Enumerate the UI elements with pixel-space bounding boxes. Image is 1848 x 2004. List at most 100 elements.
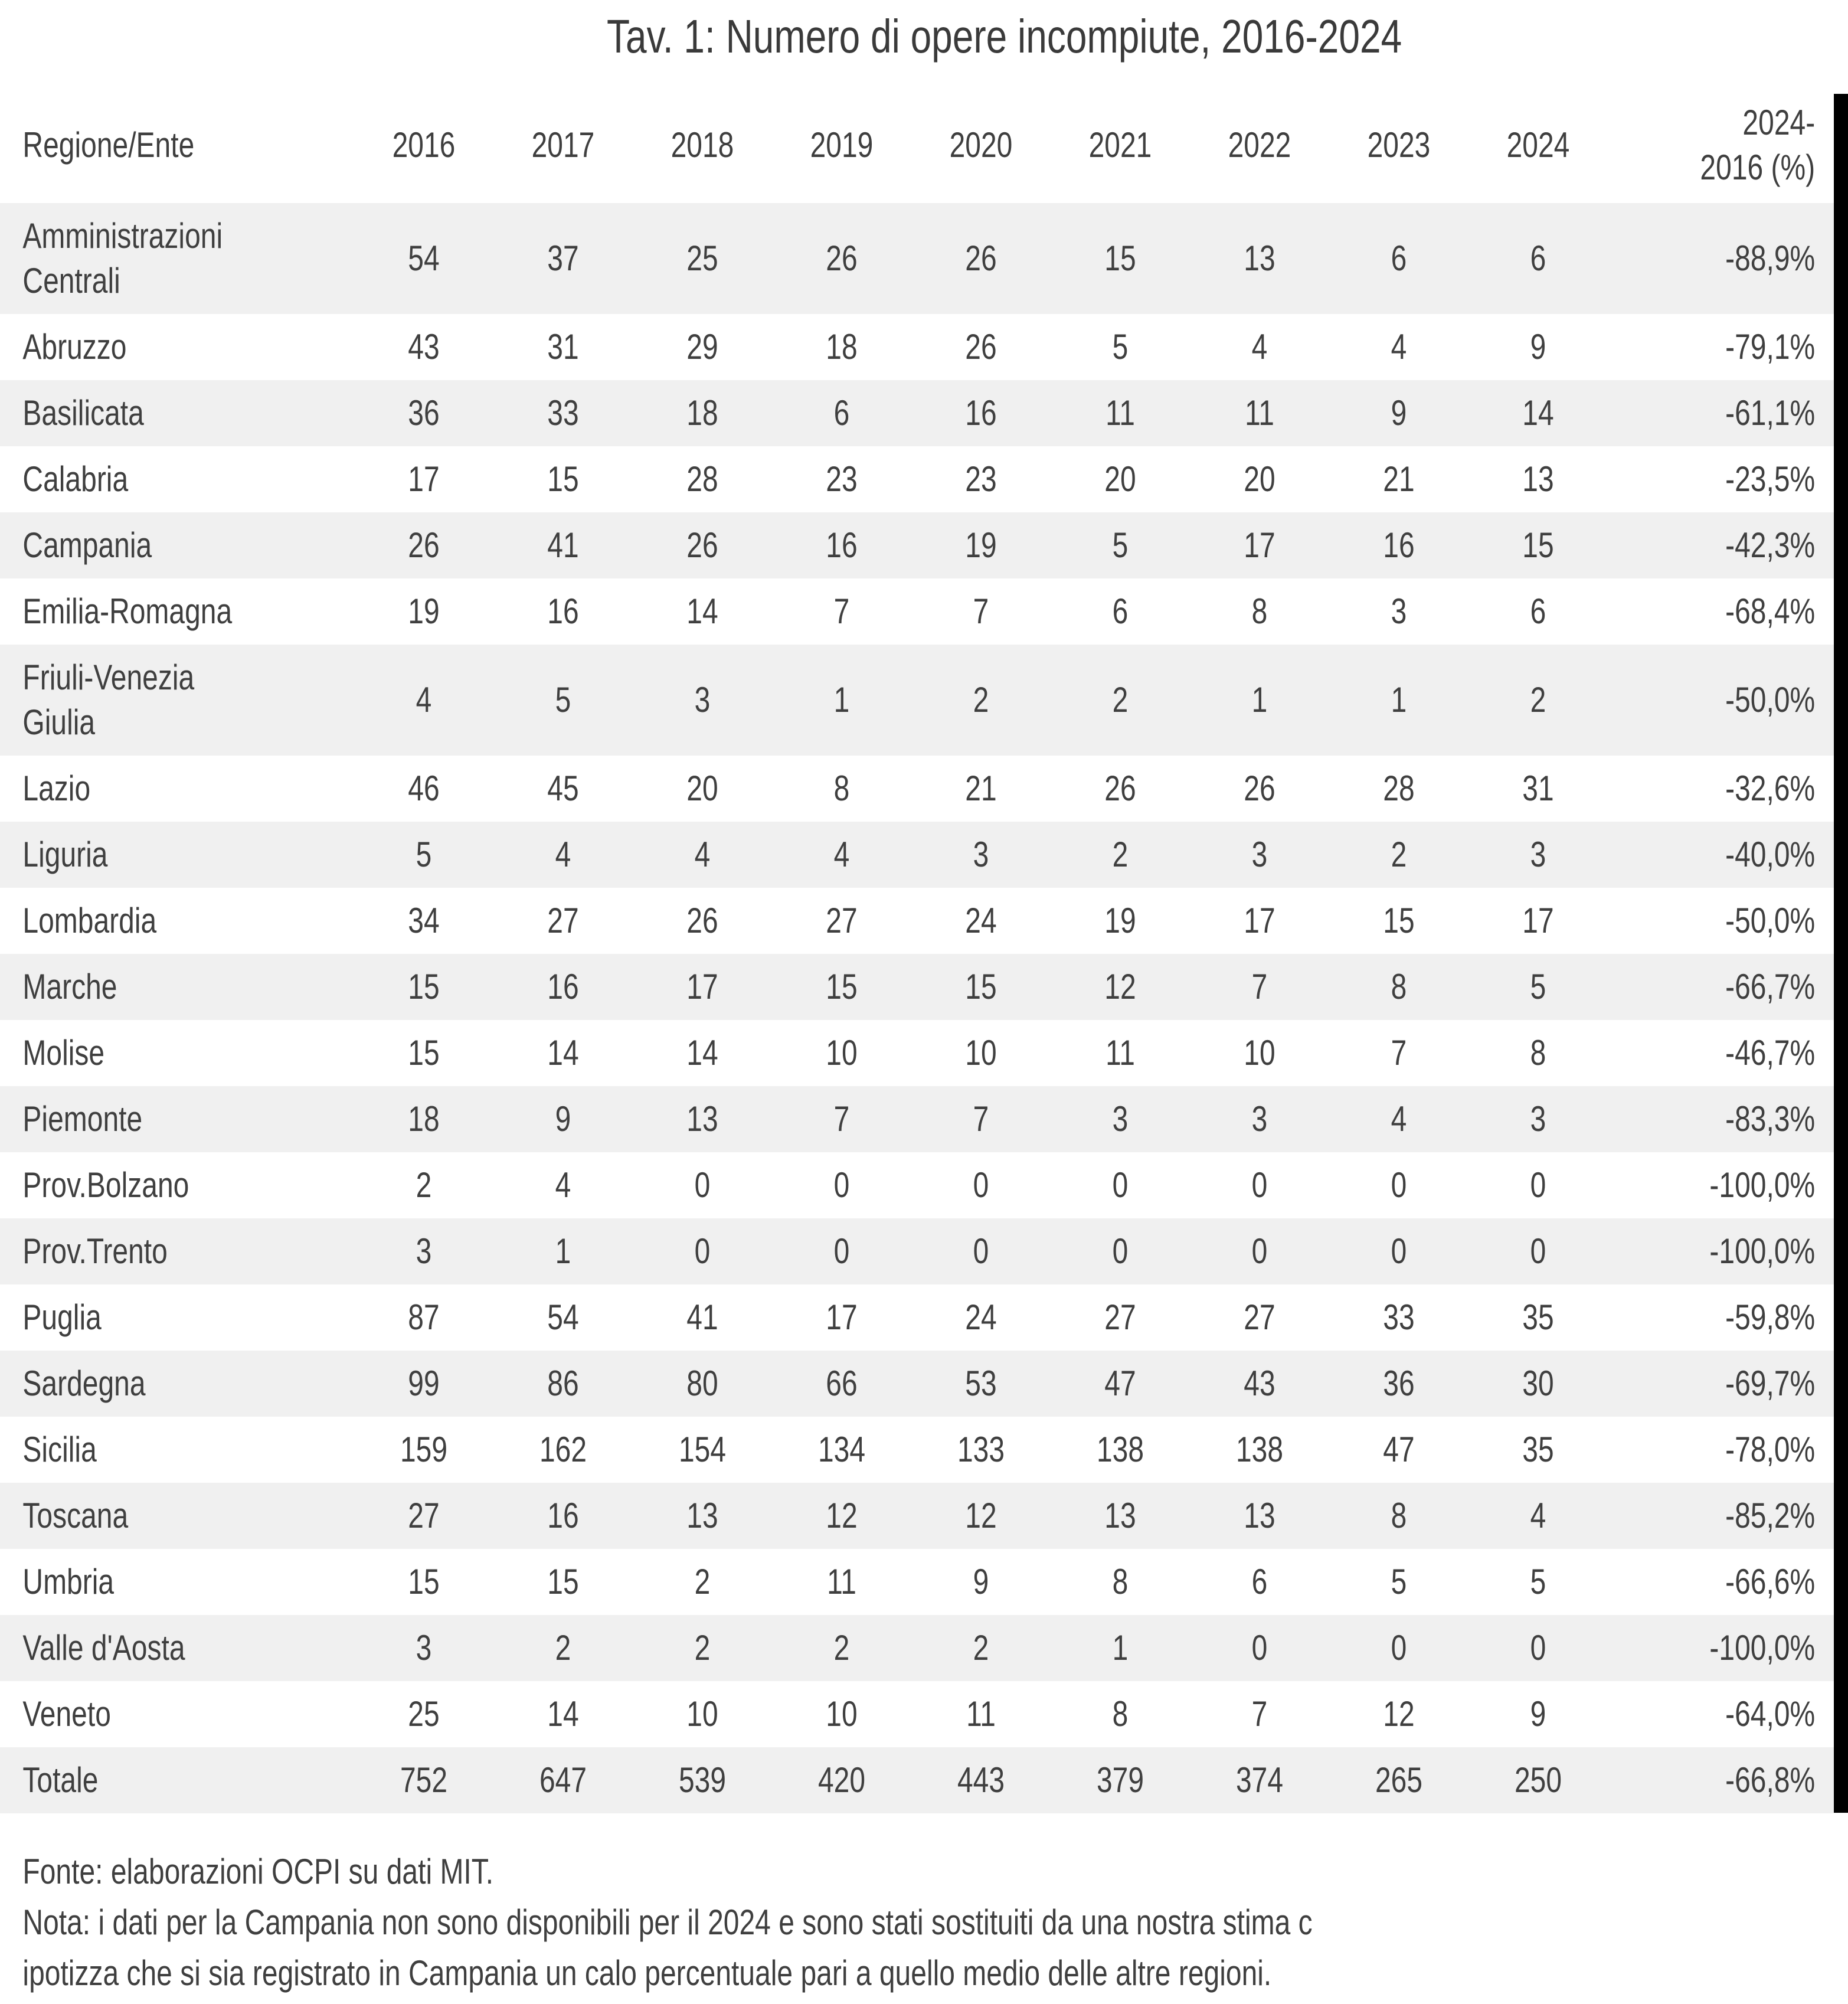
year-value: 7	[1251, 1694, 1268, 1734]
region-name: Veneto	[22, 1694, 111, 1734]
year-value: 539	[678, 1760, 727, 1800]
year-value: 26	[1104, 769, 1136, 808]
year-value: 0	[1251, 1628, 1268, 1668]
delta-value: -50,0%	[1725, 680, 1816, 720]
table-row: Lazio 46 45 20 8 21 26 26 28 31 -32,6%	[0, 756, 1848, 822]
year-value: 11	[1105, 393, 1135, 433]
header-year-2023: 2023	[1367, 125, 1431, 165]
year-value: 0	[1112, 1165, 1129, 1205]
region-name: Campania	[22, 525, 152, 565]
year-value: 4	[1391, 1099, 1407, 1139]
header-row: Regione/Ente 2016 2017 2018 2019 2020 20…	[0, 87, 1848, 203]
header-region: Regione/Ente	[22, 125, 195, 165]
right-edge-black-bar	[1834, 94, 1848, 1813]
year-value: 1	[1112, 1628, 1129, 1668]
year-value: 46	[408, 769, 440, 808]
year-value: 26	[686, 525, 718, 565]
year-value: 7	[833, 591, 850, 631]
region-name: Basilicata	[22, 393, 144, 433]
year-value: 11	[827, 1562, 856, 1601]
year-value: 9	[1530, 1694, 1546, 1734]
year-value: 2	[416, 1165, 432, 1205]
header-year-2016: 2016	[392, 125, 456, 165]
year-value: 33	[547, 393, 579, 433]
year-value: 14	[547, 1033, 579, 1073]
year-value: 43	[1244, 1364, 1275, 1403]
year-value: 24	[965, 901, 997, 940]
year-value: 21	[1383, 459, 1415, 499]
year-value: 8	[1391, 1496, 1407, 1535]
year-value: 647	[539, 1760, 587, 1800]
year-value: 34	[408, 901, 440, 940]
region-name: Amministrazioni Centrali	[22, 216, 223, 300]
year-value: 41	[547, 525, 579, 565]
year-value: 6	[833, 393, 850, 433]
year-value: 3	[1112, 1099, 1129, 1139]
year-value: 5	[416, 835, 432, 874]
year-value: 1	[833, 680, 850, 720]
year-value: 16	[826, 525, 858, 565]
year-value: 53	[965, 1364, 997, 1403]
year-value: 9	[555, 1099, 571, 1139]
year-value: 10	[686, 1694, 718, 1734]
year-value: 13	[1244, 238, 1275, 278]
delta-value: -68,4%	[1725, 591, 1816, 631]
year-value: 12	[1104, 967, 1136, 1006]
region-name: Friuli-Venezia Giulia	[22, 658, 195, 742]
delta-value: -64,0%	[1725, 1694, 1816, 1734]
note-line-1: Nota: i dati per la Campania non sono di…	[22, 1902, 1313, 1942]
year-value: 3	[416, 1231, 432, 1271]
year-value: 28	[686, 459, 718, 499]
year-value: 0	[833, 1165, 850, 1205]
year-value: 43	[408, 327, 440, 367]
year-value: 26	[965, 327, 997, 367]
year-value: 19	[408, 591, 440, 631]
delta-value: -100,0%	[1709, 1231, 1816, 1271]
year-value: 4	[833, 835, 850, 874]
table-row: Lombardia 34 27 26 27 24 19 17 15 17 -50…	[0, 888, 1848, 954]
year-value: 9	[1391, 393, 1407, 433]
year-value: 4	[1251, 327, 1268, 367]
year-value: 1	[1251, 680, 1268, 720]
footer: Fonte: elaborazioni OCPI su dati MIT. No…	[0, 1846, 1848, 1999]
year-value: 31	[1522, 769, 1554, 808]
year-value: 250	[1514, 1760, 1562, 1800]
year-value: 15	[1383, 901, 1415, 940]
year-value: 15	[965, 967, 997, 1006]
table-row: Veneto 25 14 10 10 11 8 7 12 9 -64,0%	[0, 1681, 1848, 1747]
year-value: 12	[1383, 1694, 1415, 1734]
year-value: 25	[408, 1694, 440, 1734]
year-value: 5	[555, 680, 571, 720]
year-value: 27	[826, 901, 858, 940]
year-value: 3	[694, 680, 711, 720]
year-value: 6	[1530, 591, 1546, 631]
year-value: 0	[1530, 1628, 1546, 1668]
year-value: 0	[1391, 1231, 1407, 1271]
year-value: 2	[555, 1628, 571, 1668]
year-value: 20	[686, 769, 718, 808]
year-value: 3	[1251, 835, 1268, 874]
year-value: 8	[1251, 591, 1268, 631]
year-value: 443	[957, 1760, 1005, 1800]
year-value: 16	[547, 1496, 579, 1535]
year-value: 5	[1112, 525, 1129, 565]
year-value: 4	[1391, 327, 1407, 367]
year-value: 0	[973, 1231, 989, 1271]
year-value: 2	[694, 1562, 711, 1601]
region-name: Calabria	[22, 459, 129, 499]
year-value: 9	[973, 1562, 989, 1601]
delta-value: -32,6%	[1725, 769, 1816, 808]
header-year-2017: 2017	[531, 125, 595, 165]
year-value: 23	[826, 459, 858, 499]
region-name: Molise	[22, 1033, 105, 1073]
delta-value: -23,5%	[1725, 459, 1816, 499]
table-row: Totale 752 647 539 420 443 379 374 265 2…	[0, 1747, 1848, 1813]
year-value: 16	[547, 591, 579, 631]
year-value: 23	[965, 459, 997, 499]
table-row: Calabria 17 15 28 23 23 20 20 21 13 -23,…	[0, 446, 1848, 512]
year-value: 15	[408, 967, 440, 1006]
year-value: 24	[965, 1297, 997, 1337]
year-value: 15	[547, 459, 579, 499]
year-value: 30	[1522, 1364, 1554, 1403]
header-year-2021: 2021	[1088, 125, 1152, 165]
